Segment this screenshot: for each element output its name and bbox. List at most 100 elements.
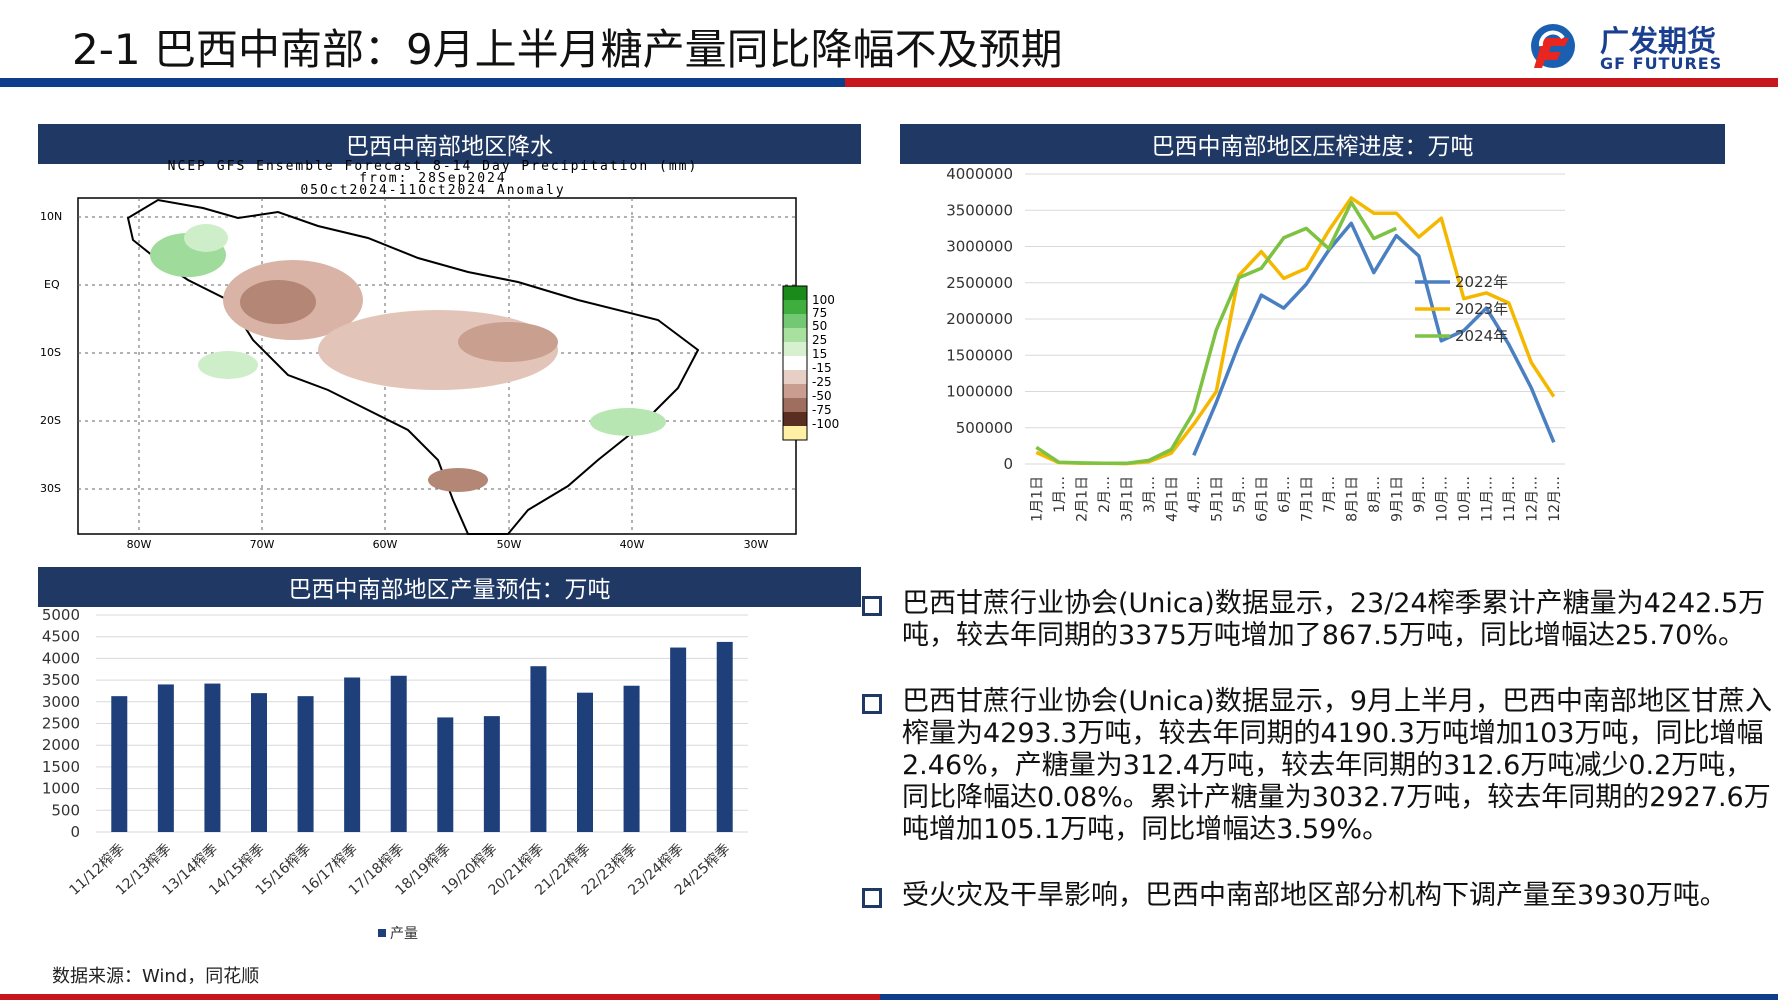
legend-label: 2022年: [1455, 273, 1508, 291]
map-title-line-1: NCEP GFS Ensemble Forecast 8-14 Day Prec…: [168, 160, 699, 174]
bullet-square-icon: [862, 694, 882, 714]
scale-label-neg75: -75: [812, 403, 832, 417]
bar-22/23榨季: [623, 685, 640, 832]
x-tick-label: 1月1日: [1029, 476, 1045, 522]
bar-14/15榨季: [251, 693, 267, 832]
map-panel-title: 巴西中南部地区降水: [346, 134, 553, 160]
lat-label-10s: 10S: [40, 346, 61, 359]
x-tick-label: 9月1日: [1389, 476, 1405, 522]
bar-11/12榨季: [111, 696, 128, 832]
y-tick-label: 3500000: [946, 201, 1013, 219]
y-tick-label: 5000: [42, 607, 80, 624]
y-tick-label: 1000: [42, 780, 80, 798]
bullet-text: 受火灾及干旱影响，巴西中南部地区部分机构下调产量至3930万吨。: [902, 880, 1727, 911]
bar-17/18榨季: [390, 675, 407, 832]
y-tick-label: 500: [51, 801, 80, 819]
bullet-text: 巴西甘蔗行业协会(Unica)数据显示，23/24榨季累计产糖量为4242.5万…: [902, 588, 1766, 651]
lon-label-60w: 60W: [373, 538, 398, 550]
lat-label-20s: 20S: [40, 414, 61, 427]
lat-label-30s: 30S: [40, 482, 61, 495]
scale-label-neg15: -15: [812, 361, 832, 375]
y-tick-label: 1000000: [946, 383, 1013, 401]
bar-16/17榨季: [344, 677, 361, 832]
bar-13/14榨季: [204, 683, 221, 832]
y-tick-label: 4000000: [946, 165, 1013, 183]
lon-label-80w: 80W: [127, 538, 152, 550]
footer-rule-red: [0, 994, 880, 1000]
y-tick-label: 0: [70, 823, 80, 841]
scale-label-50: 50: [812, 319, 827, 333]
legend-swatch: [378, 929, 386, 937]
logo-text-en: GF FUTURES: [1600, 54, 1723, 73]
logo-text-cn: 广发期货: [1600, 24, 1717, 58]
map-title-line-3: 05Oct2024-11Oct2024 Anomaly: [300, 183, 565, 198]
legend-label: 产量: [390, 926, 418, 942]
bullet-list: 巴西甘蔗行业协会(Unica)数据显示，23/24榨季累计产糖量为4242.5万…: [860, 588, 1775, 946]
bar-chart-header: 巴西中南部地区产量预估：万吨: [38, 567, 861, 607]
bar-19/20榨季: [483, 716, 500, 832]
map-title-line-2: from: 28Sep2024: [359, 171, 506, 186]
y-tick-label: 4500: [42, 628, 80, 646]
lon-label-50w: 50W: [497, 538, 522, 550]
legend-label: 2024年: [1455, 327, 1508, 345]
line-chart-title: 巴西中南部地区压榨进度：万吨: [1151, 134, 1474, 160]
series-line-2024年: [1035, 200, 1398, 466]
line-chart-header: 巴西中南部地区压榨进度：万吨: [900, 124, 1725, 164]
scale-label-15: 15: [812, 347, 827, 361]
bar-15/16榨季: [297, 696, 314, 832]
bullet-square-icon: [862, 596, 882, 616]
scale-label-100: 100: [812, 293, 835, 307]
x-tick-label: 3月…: [1142, 476, 1158, 513]
x-tick-label: 12月…: [1547, 476, 1563, 522]
x-tick-label: 1月…: [1052, 476, 1068, 513]
y-tick-label: 2000: [42, 736, 80, 754]
x-tick-label: 10月…: [1434, 476, 1450, 522]
x-tick-label: 11月…: [1479, 476, 1495, 522]
bar-20/21榨季: [530, 666, 547, 832]
bar-12/13榨季: [157, 684, 174, 832]
bullet-item: 巴西甘蔗行业协会(Unica)数据显示，9月上半月，巴西中南部地区甘蔗入榨量为4…: [860, 686, 1775, 846]
gf-futures-logo: [1531, 24, 1575, 68]
legend-label: 2023年: [1455, 300, 1508, 318]
bullet-item: 巴西甘蔗行业协会(Unica)数据显示，23/24榨季累计产糖量为4242.5万…: [860, 588, 1775, 652]
data-source: 数据来源：Wind，同花顺: [52, 966, 260, 987]
x-tick-label: 6月1日: [1254, 476, 1270, 522]
page-title: 2-1 巴西中南部：9月上半月糖产量同比降幅不及预期: [72, 25, 1063, 74]
bullet-square-icon: [862, 888, 882, 908]
x-tick-label: 5月1日: [1209, 476, 1225, 522]
scale-label-neg25: -25: [812, 375, 832, 389]
lon-label-70w: 70W: [250, 538, 275, 550]
bar-18/19榨季: [437, 717, 454, 832]
x-tick-label: 4月1日: [1164, 476, 1180, 522]
x-tick-label: 11月…: [1502, 476, 1518, 522]
x-tick-label: 8月1日: [1344, 476, 1360, 522]
crush-progress-line-chart: 4000000 3500000 3000000 2500000 2000000 15000…: [946, 165, 1565, 522]
series-line-2022年: [1192, 221, 1556, 456]
y-tick-label: 1500000: [946, 346, 1013, 364]
lon-label-30w: 30W: [744, 538, 769, 550]
bullet-item: 受火灾及干旱影响，巴西中南部地区部分机构下调产量至3930万吨。: [860, 880, 1775, 912]
precipitation-map: NCEP GFS Ensemble Forecast 8-14 Day Prec…: [40, 160, 839, 550]
x-tick-label: 2月…: [1097, 476, 1113, 513]
bar-23/24榨季: [670, 647, 687, 832]
footer-rule-blue: [880, 994, 1778, 1000]
lat-label-eq: EQ: [44, 278, 60, 291]
lat-label-10n: 10N: [40, 210, 62, 223]
y-tick-label: 3500: [42, 671, 80, 689]
x-tick-label: 5月…: [1232, 476, 1248, 513]
x-tick-label: 12月…: [1524, 476, 1540, 522]
map-panel-header: 巴西中南部地区降水: [38, 124, 861, 164]
y-tick-label: 3000: [42, 693, 80, 711]
y-tick-label: 2500: [42, 715, 80, 733]
scale-label-75: 75: [812, 306, 827, 320]
y-tick-label: 2500000: [946, 274, 1013, 292]
header-rule-blue: [0, 78, 845, 87]
bar-21/22榨季: [577, 692, 593, 832]
y-tick-label: 2000000: [946, 310, 1013, 328]
x-tick-label: 7月1日: [1299, 476, 1315, 522]
x-tick-label: 3月1日: [1119, 476, 1135, 522]
y-tick-label: 1500: [42, 758, 80, 776]
bar-chart-title: 巴西中南部地区产量预估：万吨: [288, 577, 611, 603]
x-tick-label: 4月…: [1187, 476, 1203, 513]
header-rule-red: [845, 78, 1778, 87]
